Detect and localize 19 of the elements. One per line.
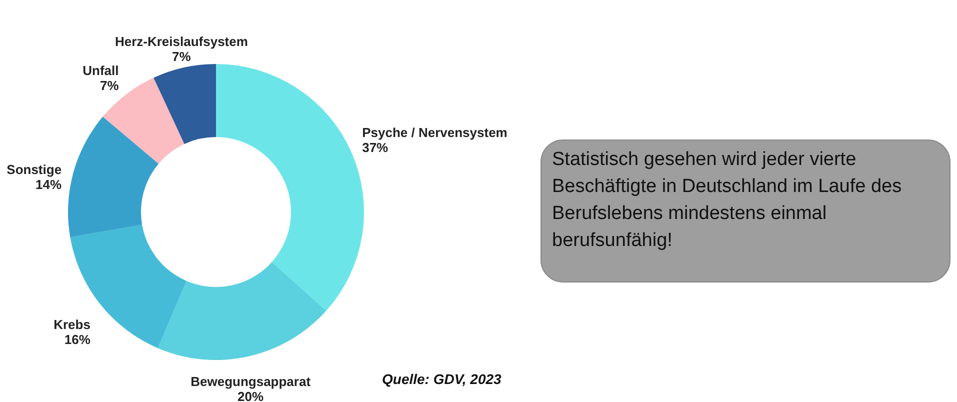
data-label: 7% bbox=[100, 78, 120, 93]
source-note: Quelle: GDV, 2023 bbox=[382, 371, 502, 387]
data-label: 37% bbox=[362, 140, 389, 155]
slice-label: Psyche / Nervensystem bbox=[362, 124, 508, 140]
donut-slice bbox=[216, 64, 364, 311]
data-label: 20% bbox=[238, 389, 264, 402]
donut-slice bbox=[158, 262, 326, 360]
slice-label: Unfall bbox=[82, 62, 119, 78]
data-label: 14% bbox=[36, 177, 62, 192]
slice-label: Herz-Kreislaufsystem bbox=[114, 34, 248, 49]
slice-label: Krebs bbox=[54, 317, 90, 332]
donut-slice bbox=[102, 78, 184, 164]
slice-label: Sonstige bbox=[6, 162, 62, 178]
donut-slice bbox=[154, 64, 216, 144]
text: Statistisch gesehen wird jeder vierte Beschäftigte in Deutschland im Laufe des Berufslebens mindestens einmal berufsunfähig! bbox=[552, 149, 902, 251]
slice-label: Bewegungsapparat bbox=[190, 374, 312, 390]
donut-slice bbox=[68, 116, 159, 238]
data-label: 7% bbox=[172, 48, 192, 64]
data-label: 16% bbox=[64, 332, 91, 348]
